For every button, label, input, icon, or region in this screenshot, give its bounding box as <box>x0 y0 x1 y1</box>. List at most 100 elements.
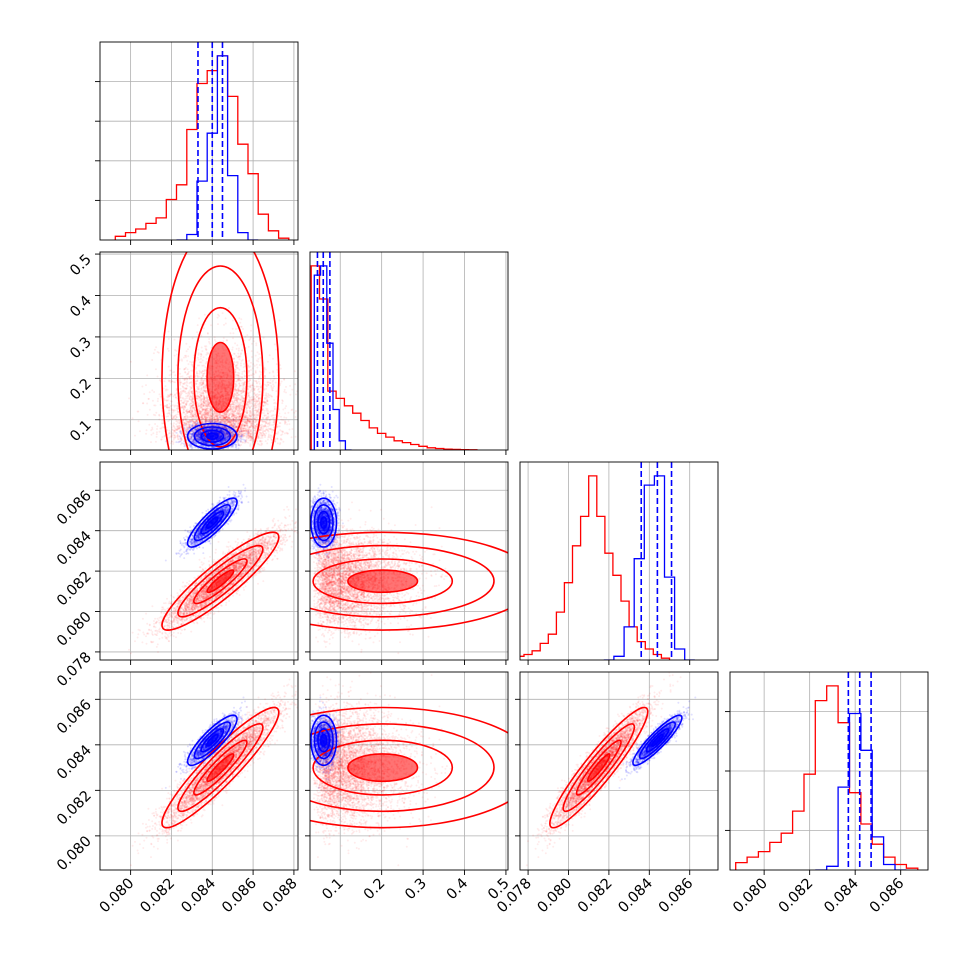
point <box>280 415 282 418</box>
point <box>236 409 239 412</box>
point <box>248 435 251 438</box>
point <box>239 399 242 402</box>
point <box>221 312 224 315</box>
point <box>253 432 256 435</box>
point <box>183 400 186 403</box>
point <box>179 381 182 384</box>
point <box>198 412 201 415</box>
point <box>244 424 247 427</box>
point <box>190 395 193 398</box>
point <box>260 423 263 426</box>
point <box>254 428 257 431</box>
point <box>287 411 290 414</box>
point <box>170 400 173 403</box>
point <box>185 410 187 413</box>
point <box>188 424 191 427</box>
point <box>201 413 204 416</box>
point <box>265 387 267 390</box>
point <box>258 390 261 393</box>
point <box>200 410 203 413</box>
point <box>229 409 232 412</box>
point <box>158 418 161 421</box>
point <box>147 397 150 400</box>
point <box>201 412 204 415</box>
point <box>188 421 191 424</box>
point <box>182 382 184 385</box>
point <box>239 426 242 429</box>
point <box>192 417 195 420</box>
point <box>263 366 266 369</box>
point <box>244 416 247 419</box>
point <box>241 405 244 408</box>
point <box>261 419 264 422</box>
point <box>247 404 250 407</box>
point <box>233 411 236 414</box>
point <box>222 415 225 418</box>
point <box>195 390 198 392</box>
point <box>229 407 232 410</box>
point <box>172 434 175 437</box>
point <box>183 418 186 421</box>
point <box>264 394 267 397</box>
point <box>220 421 223 424</box>
point <box>265 402 268 405</box>
point <box>247 398 250 401</box>
point <box>203 370 206 373</box>
point <box>223 420 226 423</box>
point <box>190 377 193 380</box>
point <box>250 423 253 426</box>
point <box>176 407 179 410</box>
point <box>267 396 270 399</box>
panel-1-1 <box>339 252 507 450</box>
point <box>257 405 260 408</box>
point <box>217 433 220 435</box>
point <box>204 369 207 372</box>
point <box>192 415 195 418</box>
point <box>266 416 269 419</box>
point <box>192 394 194 397</box>
point <box>192 406 195 409</box>
point <box>198 387 201 390</box>
point <box>254 416 257 419</box>
point <box>213 420 216 423</box>
point <box>175 349 178 352</box>
point <box>268 419 271 422</box>
point <box>239 390 242 393</box>
point <box>227 414 230 417</box>
point <box>237 393 240 396</box>
point <box>203 408 206 411</box>
point <box>177 426 180 429</box>
point <box>239 416 242 418</box>
point <box>207 411 210 414</box>
point <box>151 426 154 429</box>
point <box>198 390 201 393</box>
point <box>192 406 195 409</box>
point <box>251 407 254 410</box>
point <box>200 361 203 364</box>
point <box>233 397 236 400</box>
point <box>221 416 224 419</box>
point <box>271 431 274 433</box>
point <box>205 411 208 414</box>
point <box>201 364 204 367</box>
point <box>233 387 236 390</box>
point <box>156 428 158 430</box>
point <box>252 418 255 421</box>
point <box>234 426 237 428</box>
point <box>234 368 237 371</box>
point <box>151 389 154 392</box>
point <box>279 422 282 425</box>
point <box>231 413 234 416</box>
point <box>206 416 209 419</box>
point <box>243 421 246 424</box>
point <box>201 408 204 411</box>
point <box>186 411 189 413</box>
point <box>235 391 238 394</box>
point <box>169 435 172 438</box>
point <box>267 436 270 439</box>
point <box>233 394 235 397</box>
point <box>237 352 240 355</box>
point <box>246 403 249 406</box>
point <box>215 420 218 423</box>
point <box>203 389 206 392</box>
